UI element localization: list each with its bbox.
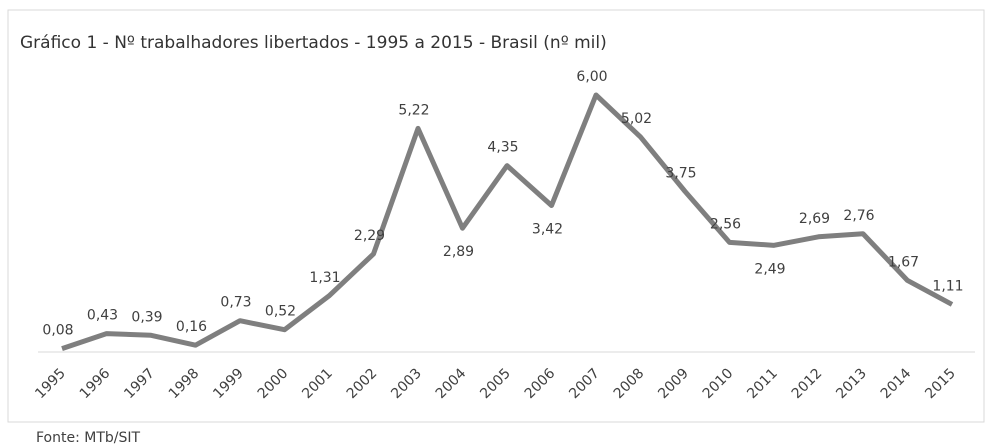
data-label: 2,69: [799, 211, 830, 227]
data-label: 2,29: [354, 228, 385, 244]
data-label: 0,73: [220, 295, 251, 311]
data-label: 3,75: [665, 165, 696, 181]
chart-frame: [7, 9, 985, 423]
data-label: 2,89: [443, 244, 474, 260]
data-label: 5,02: [621, 111, 652, 127]
data-label: 2,49: [754, 261, 785, 277]
data-label: 1,31: [309, 270, 340, 286]
data-label: 0,52: [265, 304, 296, 320]
data-label: 0,08: [42, 323, 73, 339]
data-label: 1,67: [888, 254, 919, 270]
data-line: [61, 92, 954, 351]
data-label: 6,00: [576, 69, 607, 85]
data-label: 3,42: [532, 222, 563, 238]
data-label: 0,39: [131, 309, 162, 325]
source: Fonte: MTb/SIT: [36, 430, 141, 446]
data-label: 5,22: [398, 102, 429, 118]
data-label: 0,16: [176, 319, 207, 335]
chart-title: Gráfico 1 - Nº trabalhadores libertados …: [20, 33, 607, 53]
data-label: 4,35: [487, 140, 518, 156]
data-label: 2,56: [710, 216, 741, 232]
data-label: 1,11: [932, 278, 963, 294]
data-label: 2,76: [843, 208, 874, 224]
data-label: 0,43: [87, 308, 118, 324]
